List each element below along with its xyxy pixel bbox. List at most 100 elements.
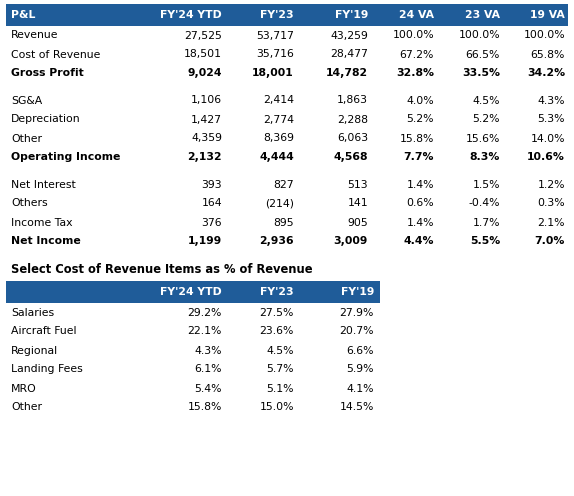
Text: 8,369: 8,369 [263,133,294,143]
Text: 67.2%: 67.2% [400,50,434,60]
Text: 6,063: 6,063 [337,133,368,143]
Text: 18,501: 18,501 [184,50,222,60]
Text: 1.5%: 1.5% [472,180,500,189]
Text: 5.9%: 5.9% [347,365,374,374]
Text: 15.8%: 15.8% [188,402,222,413]
Text: 43,259: 43,259 [330,30,368,41]
Text: 1.4%: 1.4% [406,218,434,228]
Text: 4.3%: 4.3% [537,96,565,106]
Text: 905: 905 [347,218,368,228]
Text: 23 VA: 23 VA [465,10,500,20]
Text: 4.4%: 4.4% [404,237,434,247]
Text: Regional: Regional [11,346,58,356]
Text: 3,009: 3,009 [333,237,368,247]
Text: Gross Profit: Gross Profit [11,68,84,78]
Text: 100.0%: 100.0% [393,30,434,41]
Text: 4.5%: 4.5% [266,346,294,356]
Text: 29.2%: 29.2% [188,308,222,317]
Bar [6,281,380,303]
Text: 827: 827 [273,180,294,189]
Text: 15.0%: 15.0% [259,402,294,413]
Text: 15.6%: 15.6% [466,133,500,143]
Text: 10.6%: 10.6% [527,152,565,163]
Text: 513: 513 [347,180,368,189]
Text: 5.3%: 5.3% [537,115,565,124]
Text: 2,414: 2,414 [263,96,294,106]
Text: 24 VA: 24 VA [399,10,434,20]
Text: 2.1%: 2.1% [537,218,565,228]
Text: FY'19: FY'19 [340,287,374,297]
Text: 15.8%: 15.8% [400,133,434,143]
Text: 53,717: 53,717 [256,30,294,41]
Text: 4.5%: 4.5% [472,96,500,106]
Text: FY'23: FY'23 [261,287,294,297]
Text: 34.2%: 34.2% [527,68,565,78]
Text: 5.4%: 5.4% [195,383,222,393]
Text: 100.0%: 100.0% [459,30,500,41]
Text: 27.9%: 27.9% [340,308,374,317]
Text: Salaries: Salaries [11,308,54,317]
Text: 5.1%: 5.1% [266,383,294,393]
Text: 32.8%: 32.8% [396,68,434,78]
Text: 14,782: 14,782 [326,68,368,78]
Text: 5.5%: 5.5% [470,237,500,247]
Text: 4,444: 4,444 [259,152,294,163]
Text: 66.5%: 66.5% [466,50,500,60]
Text: 164: 164 [201,198,222,208]
Text: FY'24 YTD: FY'24 YTD [160,10,222,20]
Text: 20.7%: 20.7% [339,326,374,336]
Text: Income Tax: Income Tax [11,218,72,228]
Text: Other: Other [11,133,42,143]
Text: P&L: P&L [11,10,36,20]
Text: 19 VA: 19 VA [530,10,565,20]
Text: 4.0%: 4.0% [406,96,434,106]
Text: 1,863: 1,863 [337,96,368,106]
Text: 5.2%: 5.2% [406,115,434,124]
Text: FY'23: FY'23 [261,10,294,20]
Text: 2,936: 2,936 [259,237,294,247]
Text: Cost of Revenue: Cost of Revenue [11,50,100,60]
Text: 0.6%: 0.6% [406,198,434,208]
Text: 2,774: 2,774 [263,115,294,124]
Text: 7.0%: 7.0% [534,237,565,247]
Text: 6.1%: 6.1% [195,365,222,374]
Text: 23.6%: 23.6% [259,326,294,336]
Text: -0.4%: -0.4% [468,198,500,208]
Text: 141: 141 [347,198,368,208]
Text: 33.5%: 33.5% [462,68,500,78]
Text: 4,568: 4,568 [333,152,368,163]
Text: 6.6%: 6.6% [347,346,374,356]
Text: 14.5%: 14.5% [340,402,374,413]
Text: 376: 376 [201,218,222,228]
Text: 22.1%: 22.1% [188,326,222,336]
Text: 35,716: 35,716 [256,50,294,60]
Text: SG&A: SG&A [11,96,42,106]
Text: 65.8%: 65.8% [530,50,565,60]
Text: 27.5%: 27.5% [259,308,294,317]
Text: Landing Fees: Landing Fees [11,365,83,374]
Text: 28,477: 28,477 [330,50,368,60]
Text: 1,199: 1,199 [188,237,222,247]
Text: Net Interest: Net Interest [11,180,76,189]
Text: FY'24 YTD: FY'24 YTD [160,287,222,297]
Text: FY'19: FY'19 [335,10,368,20]
Text: 7.7%: 7.7% [404,152,434,163]
Text: 2,132: 2,132 [187,152,222,163]
Text: Select Cost of Revenue Items as % of Revenue: Select Cost of Revenue Items as % of Rev… [11,263,312,276]
Text: 8.3%: 8.3% [470,152,500,163]
Text: 4.3%: 4.3% [195,346,222,356]
Text: 18,001: 18,001 [252,68,294,78]
Text: 27,525: 27,525 [184,30,222,41]
Text: MRO: MRO [11,383,37,393]
Text: 895: 895 [273,218,294,228]
Text: Net Income: Net Income [11,237,81,247]
Text: 4,359: 4,359 [191,133,222,143]
Text: 9,024: 9,024 [188,68,222,78]
Text: Operating Income: Operating Income [11,152,121,163]
Text: Revenue: Revenue [11,30,59,41]
Text: 393: 393 [201,180,222,189]
Text: Others: Others [11,198,48,208]
Text: 5.2%: 5.2% [472,115,500,124]
Text: 2,288: 2,288 [337,115,368,124]
Text: 1.4%: 1.4% [406,180,434,189]
